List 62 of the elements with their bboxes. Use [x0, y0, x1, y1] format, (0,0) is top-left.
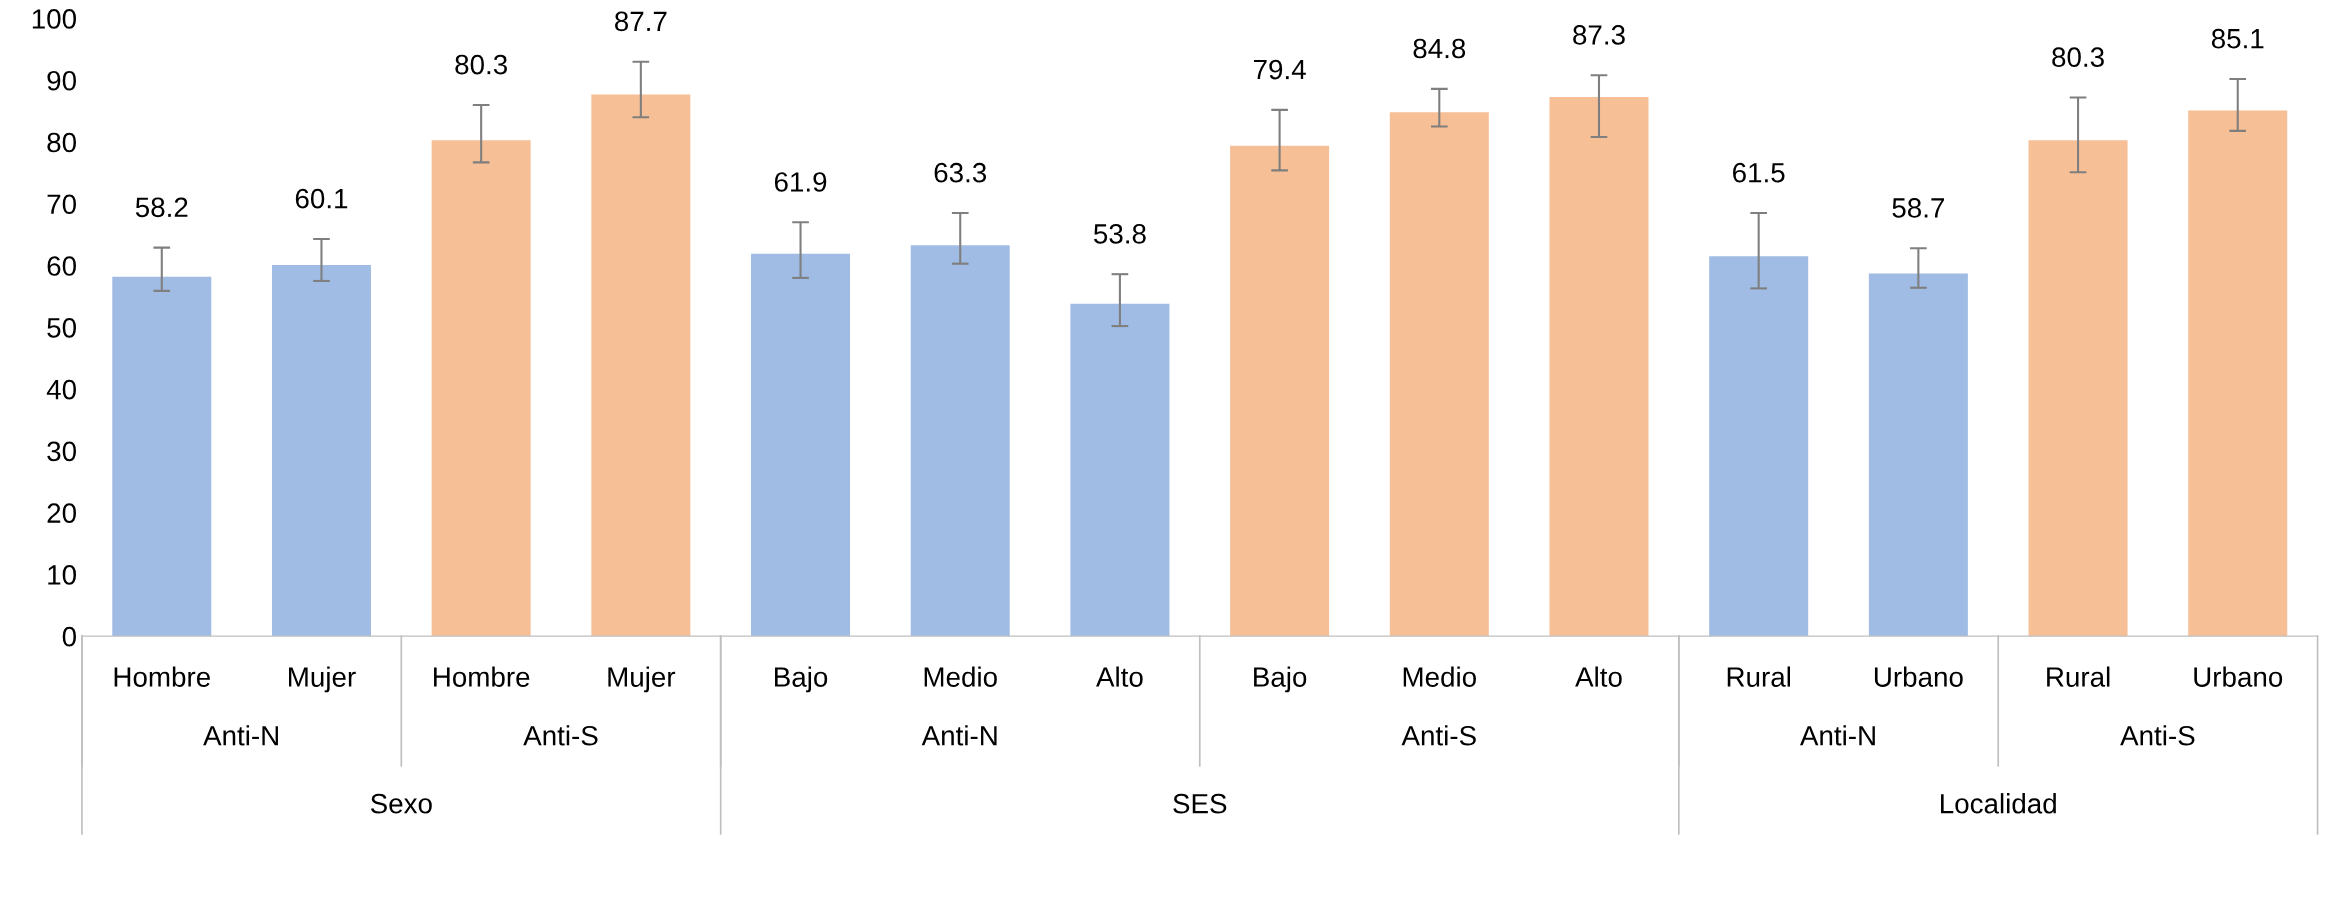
- data-label: 80.3: [2052, 47, 2104, 68]
- data-label: 53.8: [1094, 224, 1146, 244]
- text: Localidad: [1941, 793, 2056, 814]
- x-tick-label: Mujer: [608, 666, 676, 693]
- bar: [1389, 112, 1489, 637]
- bar: [1709, 256, 1809, 637]
- y-tick-label: 90: [47, 70, 76, 91]
- y-tick-label: 30: [47, 441, 76, 462]
- x-tick-label: Urbano: [1874, 666, 1963, 687]
- bar: [751, 253, 851, 637]
- x-tick-label: Rural: [1727, 666, 1791, 687]
- y-tick-label: 60: [47, 256, 76, 276]
- data-label: 87.7: [615, 11, 667, 32]
- data-label: 79.4: [1254, 59, 1306, 80]
- text: Anti-N: [921, 725, 997, 746]
- data-label: 87.3: [1573, 25, 1625, 45]
- text: SES: [1173, 793, 1227, 814]
- x-tick-label: Medio: [924, 666, 997, 687]
- x-tick-label: Alto: [1575, 666, 1622, 687]
- bar: [1549, 96, 1649, 637]
- x-tick-label: Urbano: [2194, 666, 2283, 687]
- bar: [591, 94, 691, 637]
- y-tick-label: 80: [47, 132, 76, 153]
- text: Anti-N: [1799, 725, 1875, 746]
- x-tick-label: Rural: [2047, 666, 2110, 687]
- data-label: 63.3: [934, 162, 987, 183]
- x-tick-label: Medio: [1403, 666, 1476, 687]
- y-tick-label: 70: [47, 194, 76, 215]
- data-label: 60.1: [295, 188, 348, 209]
- bar: [271, 264, 371, 637]
- data-label: 85.1: [2211, 28, 2264, 49]
- x-tick-label: Mujer: [289, 666, 356, 693]
- y-tick-label: 0: [62, 626, 76, 647]
- bar: [2188, 110, 2288, 637]
- x-tick-label: Hombre: [114, 666, 210, 687]
- x-tick-label: Hombre: [434, 666, 530, 687]
- text: Anti-S: [1401, 725, 1476, 746]
- data-label: 58.7: [1892, 198, 1945, 218]
- x-tick-label: Bajo: [1254, 666, 1307, 693]
- text: Anti-S: [2120, 725, 2195, 746]
- bar: [1070, 303, 1170, 637]
- bar: [2028, 140, 2128, 637]
- bar: [112, 276, 212, 637]
- bar: [1868, 273, 1968, 637]
- data-label: 84.8: [1413, 38, 1466, 59]
- bar: [910, 245, 1010, 637]
- x-tick-label: Alto: [1096, 666, 1143, 687]
- bar: [431, 140, 531, 637]
- bar: [1230, 145, 1330, 637]
- text: Anti-N: [203, 725, 278, 746]
- text: Sexo: [370, 793, 432, 814]
- data-label: 58.2: [135, 197, 188, 218]
- y-tick-label: 100: [32, 9, 76, 29]
- y-tick-label: 50: [47, 317, 76, 338]
- y-tick-label: 20: [47, 503, 76, 523]
- data-label: 61.5: [1733, 162, 1785, 183]
- y-tick-label: 40: [46, 379, 76, 400]
- text: Anti-S: [523, 725, 598, 746]
- data-label: 61.9: [774, 172, 827, 192]
- x-tick-label: Bajo: [775, 666, 828, 693]
- y-tick-label: 10: [48, 565, 76, 585]
- data-label: 80.3: [455, 54, 507, 75]
